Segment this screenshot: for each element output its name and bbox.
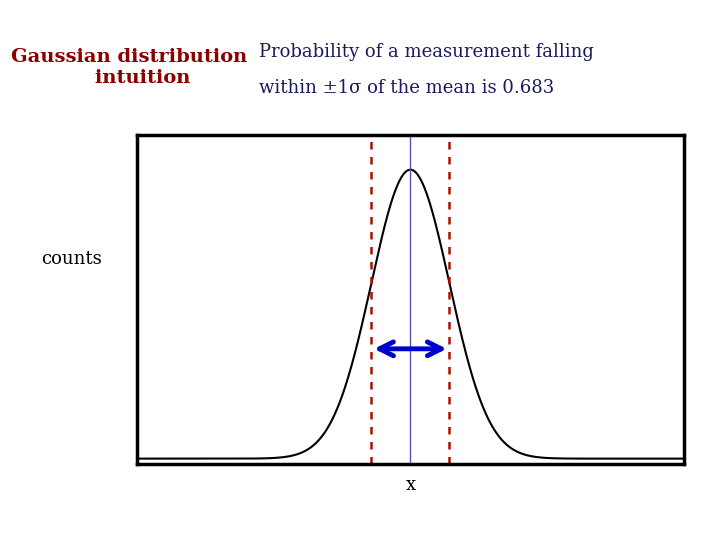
X-axis label: x: x <box>405 476 415 494</box>
Text: Gaussian distribution
    intuition: Gaussian distribution intuition <box>12 48 248 87</box>
Text: counts: counts <box>42 250 102 268</box>
Text: within ±1σ of the mean is 0.683: within ±1σ of the mean is 0.683 <box>259 79 554 97</box>
Text: Probability of a measurement falling: Probability of a measurement falling <box>259 43 594 61</box>
